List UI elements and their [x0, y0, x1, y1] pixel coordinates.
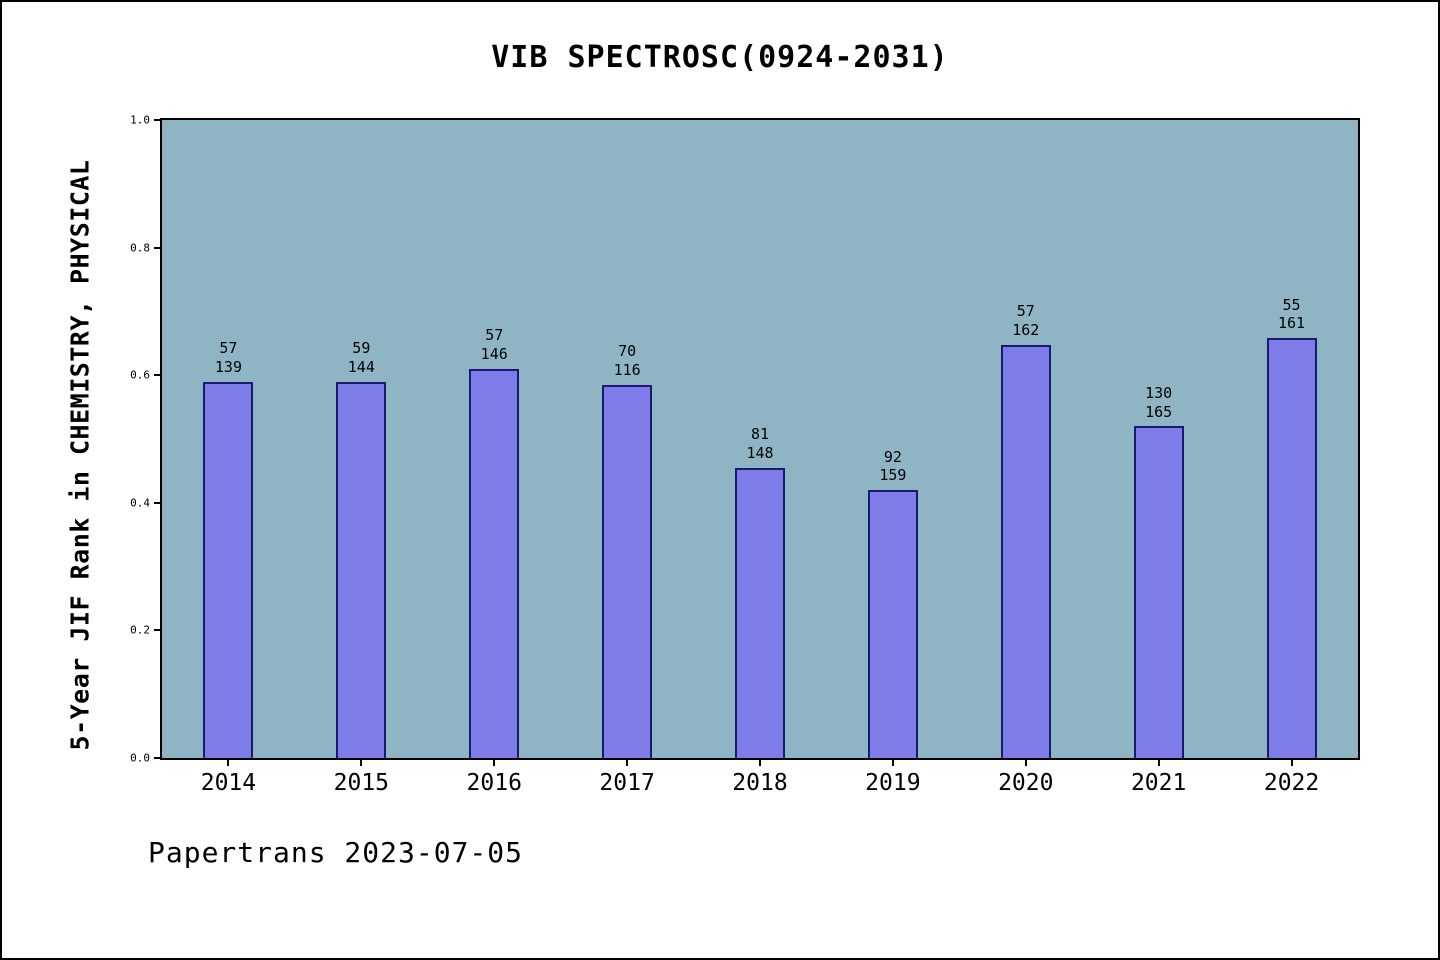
y-tick-mark [154, 374, 162, 377]
bar-2016 [469, 368, 520, 758]
x-tick-mark [227, 758, 230, 766]
x-tick-mark [360, 758, 363, 766]
x-tick-label: 2017 [599, 770, 655, 796]
bar-value-label: 55 161 [1278, 295, 1306, 333]
x-tick-label: 2021 [1130, 770, 1187, 796]
y-tick-mark [154, 757, 162, 759]
bar-value-label: 130 165 [1145, 383, 1173, 421]
chart-title: VIB SPECTROSC(0924-2031) [491, 40, 949, 75]
bar-2019 [867, 490, 918, 758]
x-tick-mark [759, 758, 761, 766]
y-tick-mark [154, 246, 162, 249]
x-tick-mark [626, 758, 629, 766]
y-tick-label: 0.6 [130, 368, 150, 382]
x-tick-label: 2016 [466, 770, 522, 796]
footer-watermark: Papertrans 2023-07-05 [148, 836, 524, 869]
x-tick-label: 2019 [865, 770, 921, 796]
x-tick-mark [1290, 758, 1293, 766]
x-tick-label: 2022 [1263, 770, 1320, 796]
bar-value-label: 92 159 [879, 447, 907, 485]
x-tick-label: 2015 [333, 770, 390, 796]
bar-2018 [735, 467, 785, 758]
bar-value-label: 57 139 [214, 339, 242, 376]
y-tick-label: 0.8 [130, 241, 150, 255]
bar-2015 [336, 381, 387, 758]
bar-value-label: 59 144 [347, 339, 375, 376]
x-tick-mark [891, 758, 894, 766]
bar-2022 [1266, 338, 1317, 758]
bar-2021 [1133, 426, 1184, 758]
y-tick-label: 0.4 [130, 496, 150, 510]
x-tick-label: 2014 [200, 770, 257, 796]
y-tick-label: 1.0 [130, 113, 150, 127]
x-tick-label: 2020 [998, 770, 1054, 796]
y-tick-mark [154, 119, 162, 121]
bar-2014 [203, 381, 254, 758]
bar-2017 [602, 384, 653, 758]
y-tick-mark [154, 629, 162, 632]
x-tick-mark [1024, 758, 1027, 766]
y-axis-label: 5-Year JIF Rank in CHEMISTRY, PHYSICAL [65, 159, 95, 751]
y-tick-label: 0.0 [130, 751, 150, 765]
y-tick-mark [154, 501, 162, 504]
bar-value-label: 57 146 [480, 326, 508, 364]
bar-value-label: 81 148 [746, 425, 774, 462]
bar-value-label: 70 116 [613, 342, 641, 380]
bar-value-label: 57 162 [1012, 302, 1040, 339]
plot-area: 57 139 2014 59 144 2015 57 146 2016 70 116 2017… [130, 114, 1360, 796]
x-tick-mark [493, 758, 496, 766]
x-tick-mark [1157, 758, 1160, 766]
y-tick-label: 0.2 [130, 623, 150, 637]
bar-2020 [1000, 344, 1051, 758]
x-tick-label: 2018 [732, 770, 788, 796]
